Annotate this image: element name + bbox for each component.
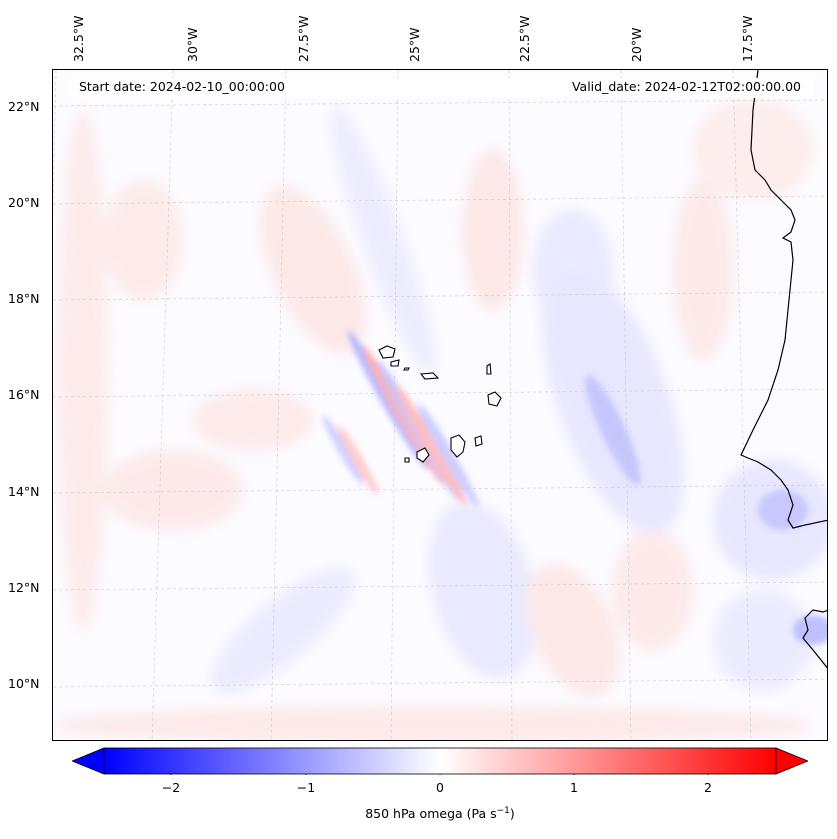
- lat-label-10n: 10°N: [8, 676, 40, 691]
- omega-field-patches: [53, 100, 827, 740]
- colorbar-extend-min: [72, 747, 105, 775]
- lat-label-22n: 22°N: [8, 99, 40, 114]
- colorbar-label: 850 hPa omega (Pa s−1): [365, 806, 515, 822]
- lat-label-16n: 16°N: [8, 387, 40, 402]
- gridlines: [53, 70, 827, 740]
- colorbar-tick-1: 1: [570, 780, 578, 795]
- africa-coastline: [740, 70, 827, 669]
- colorbar-tick-marks: [170, 774, 709, 775]
- lat-label-14n: 14°N: [8, 484, 40, 499]
- colorbar-tick-neg2: −2: [161, 780, 181, 795]
- date-header-bar: [69, 78, 814, 98]
- colorbar-gradient: [103, 747, 777, 775]
- lat-label-12n: 12°N: [8, 580, 40, 595]
- colorbar-tick-0: 0: [436, 780, 444, 795]
- colorbar-tick-neg1: −1: [296, 780, 316, 795]
- colorbar-tick-2: 2: [704, 780, 712, 795]
- start-date-label: Start date: 2024-02-10_00:00:00: [79, 79, 285, 94]
- lat-label-18n: 18°N: [8, 291, 40, 306]
- omega-field-map: [53, 70, 827, 740]
- lat-label-20n: 20°N: [8, 195, 40, 210]
- colorbar-extend-max: [775, 747, 808, 775]
- valid-date-label: Valid_date: 2024-02-12T02:00:00.00: [571, 79, 801, 94]
- map-panel: Start date: 2024-02-10_00:00:00 Valid_da…: [52, 69, 828, 741]
- colorbar: [72, 747, 808, 775]
- cape-verde-islands: [378, 345, 502, 463]
